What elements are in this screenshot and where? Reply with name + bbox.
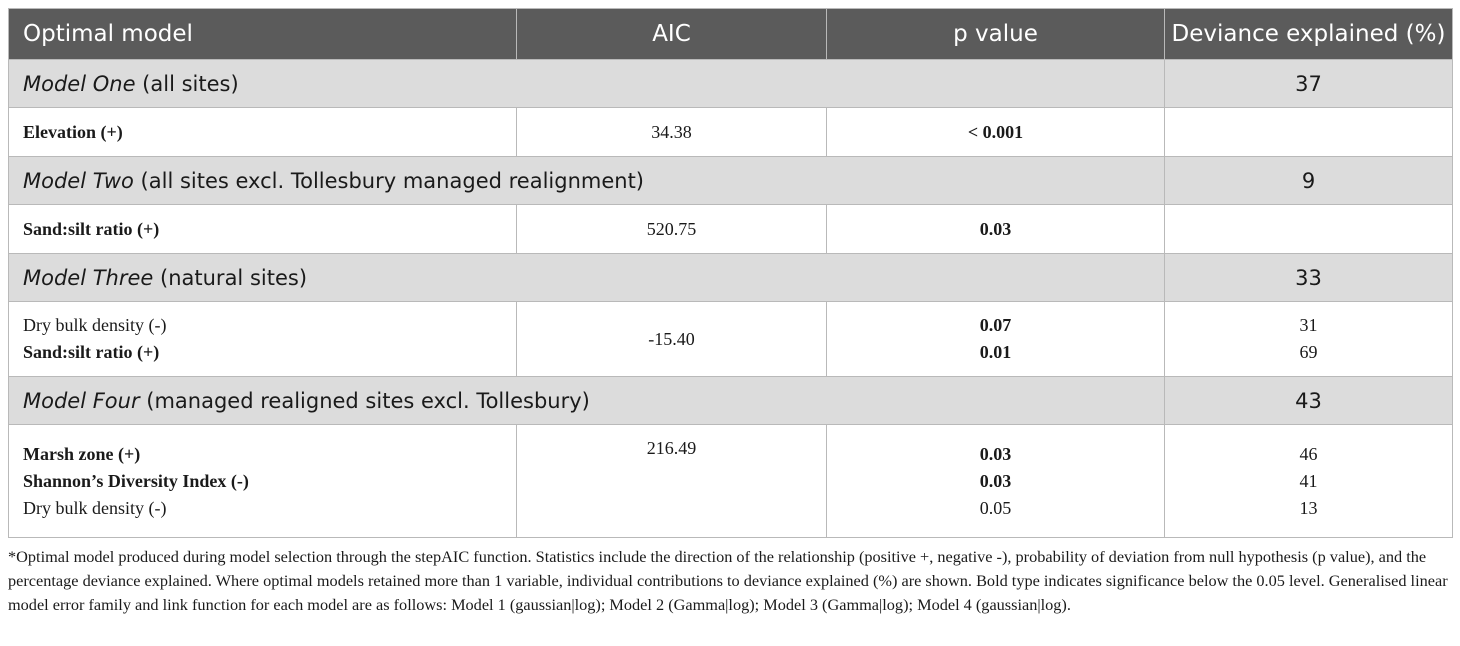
model-name: Model Three (23, 265, 154, 290)
variable-label: Dry bulk density (-) (23, 315, 167, 335)
model-description: (all sites) (135, 71, 239, 96)
table-row: Dry bulk density (-) Sand:silt ratio (+)… (8, 301, 1453, 377)
p-value: 0.07 (979, 315, 1012, 335)
model-deviance: 33 (1164, 253, 1453, 302)
variable-label: Sand:silt ratio (+) (8, 204, 517, 254)
aic-value-text: 216.49 (646, 438, 697, 458)
aic-value: 216.49 (516, 424, 827, 538)
p-value: < 0.001 (826, 107, 1165, 157)
deviance-value: 31 (1299, 315, 1318, 335)
deviance-value: 69 (1299, 342, 1318, 362)
model-title: Model Four (managed realigned sites excl… (8, 376, 1165, 425)
model-name: Model One (23, 71, 136, 96)
variable-label: Elevation (+) (8, 107, 517, 157)
p-value: 0.03 (826, 204, 1165, 254)
model-name: Model Two (23, 168, 134, 193)
variable-label: Marsh zone (+) (23, 443, 141, 464)
p-values: 0.07 0.01 (826, 301, 1165, 377)
results-table: Optimal model AIC p value Deviance expla… (8, 8, 1453, 538)
p-value: 0.03 (979, 470, 1012, 491)
model-deviance: 43 (1164, 376, 1453, 425)
deviance-values: 31 69 (1164, 301, 1453, 377)
p-value: 0.01 (979, 342, 1012, 362)
deviance-value: 41 (1299, 470, 1318, 491)
header-optimal-model: Optimal model (8, 8, 517, 60)
variable-label: Sand:silt ratio (+) (23, 342, 160, 362)
aic-value: 34.38 (516, 107, 827, 157)
model-title: Model Two (all sites excl. Tollesbury ma… (8, 156, 1165, 205)
model-title: Model Three (natural sites) (8, 253, 1165, 302)
model-group-row: Model Three (natural sites) 33 (8, 253, 1453, 302)
header-aic: AIC (516, 8, 827, 60)
p-value: 0.05 (979, 497, 1012, 518)
deviance-value (1164, 107, 1453, 157)
variable-labels: Dry bulk density (-) Sand:silt ratio (+) (8, 301, 517, 377)
model-deviance: 9 (1164, 156, 1453, 205)
model-title: Model One (all sites) (8, 59, 1165, 108)
header-row: Optimal model AIC p value Deviance expla… (8, 8, 1453, 60)
model-description: (managed realigned sites excl. Tollesbur… (139, 388, 590, 413)
model-description: (natural sites) (153, 265, 308, 290)
header-p-value: p value (826, 8, 1165, 60)
p-value: 0.03 (979, 443, 1012, 464)
deviance-value: 13 (1299, 497, 1318, 518)
variable-label: Dry bulk density (-) (23, 497, 167, 518)
table-footnote: *Optimal model produced during model sel… (8, 547, 1448, 614)
deviance-value (1164, 204, 1453, 254)
p-values: 0.03 0.03 0.05 (826, 424, 1165, 538)
aic-value: -15.40 (516, 301, 827, 377)
model-group-row: Model One (all sites) 37 (8, 59, 1453, 108)
table-row: Marsh zone (+) Shannon’s Diversity Index… (8, 424, 1453, 538)
deviance-values: 46 41 13 (1164, 424, 1453, 538)
variable-labels: Marsh zone (+) Shannon’s Diversity Index… (8, 424, 517, 538)
aic-value: 520.75 (516, 204, 827, 254)
header-deviance: Deviance explained (%) (1164, 8, 1453, 60)
model-description: (all sites excl. Tollesbury managed real… (133, 168, 644, 193)
variable-label: Shannon’s Diversity Index (-) (23, 470, 249, 491)
model-name: Model Four (23, 388, 140, 413)
table-row: Elevation (+) 34.38 < 0.001 (8, 107, 1453, 157)
model-group-row: Model Two (all sites excl. Tollesbury ma… (8, 156, 1453, 205)
table-row: Sand:silt ratio (+) 520.75 0.03 (8, 204, 1453, 254)
model-deviance: 37 (1164, 59, 1453, 108)
deviance-value: 46 (1299, 443, 1318, 464)
model-group-row: Model Four (managed realigned sites excl… (8, 376, 1453, 425)
